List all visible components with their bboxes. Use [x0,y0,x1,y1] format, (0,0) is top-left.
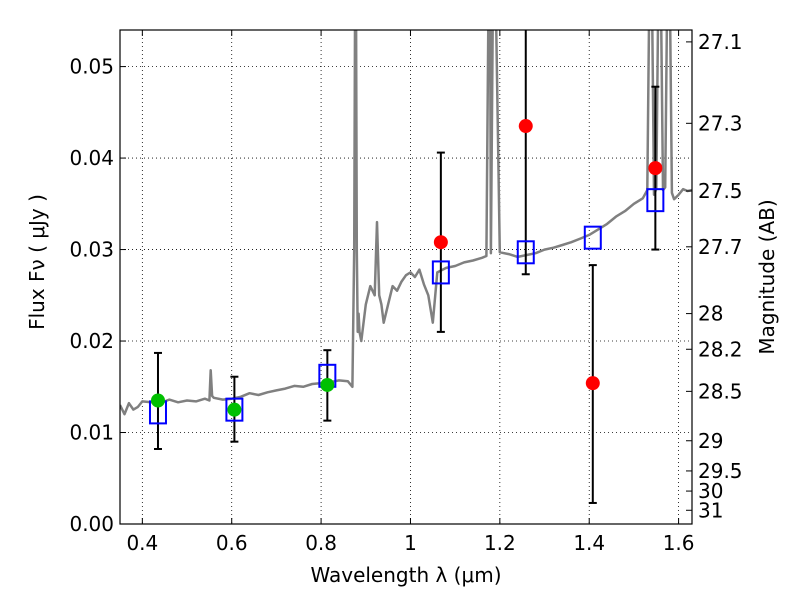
flux-point [648,161,663,176]
x-tick-label: 1 [404,531,417,555]
plot-frame [119,29,693,525]
model-flux-square [225,397,244,422]
x-tick-label: 0.4 [126,531,158,555]
y2-axis-label: Magnitude (AB) [755,199,779,354]
y2-tick-label: 29.5 [698,459,743,483]
y-tick-label: 0.05 [69,55,114,79]
model-flux-square [516,240,535,265]
x-tick-labels: 0.4 0.6 0.8 1 1.2 1.4 1.6 [126,531,694,555]
y-tick-label: 0.04 [69,146,114,170]
y2-tick-label: 28.2 [698,337,743,361]
model-flux-square [646,188,665,213]
x-tick-label: 1.4 [573,531,605,555]
x-axis-label: Wavelength λ (μm) [310,563,501,587]
y2-tick-label: 29 [698,429,723,453]
y2-tick-label: 30 [698,479,723,503]
flux-point [518,119,533,134]
x-tick-label: 0.6 [216,531,248,555]
flux-point [320,377,335,392]
y2-tick-label: 28.5 [698,379,743,403]
y-tick-label: 0.00 [69,512,114,536]
model-flux-square [431,260,450,285]
y-tick-label: 0.02 [69,329,114,353]
x-tick-label: 1.2 [484,531,516,555]
axis-ticks [120,30,692,525]
x-tick-label: 0.8 [305,531,337,555]
y2-tick-label: 27.3 [698,111,743,135]
y-tick-labels: 0.00 0.01 0.02 0.03 0.04 0.05 [69,55,114,536]
y-axis-label: Flux Fν ( μJy ) [25,194,49,330]
flux-point [433,235,448,250]
plot-area [120,30,692,504]
flux-point [150,393,165,408]
y2-tick-label: 31 [698,498,723,522]
x-tick-label: 1.6 [663,531,695,555]
y2-tick-label: 27.1 [698,30,743,54]
y-tick-label: 0.03 [69,238,114,262]
model-flux-square [583,225,602,250]
observed-flux-points [150,119,663,417]
y2-tick-label: 27.5 [698,179,743,203]
y-tick-label: 0.01 [69,421,114,445]
y2-tick-label: 28 [698,302,723,326]
y2-tick-label: 27.7 [698,235,743,259]
flux-point [227,402,242,417]
flux-point [585,376,600,391]
